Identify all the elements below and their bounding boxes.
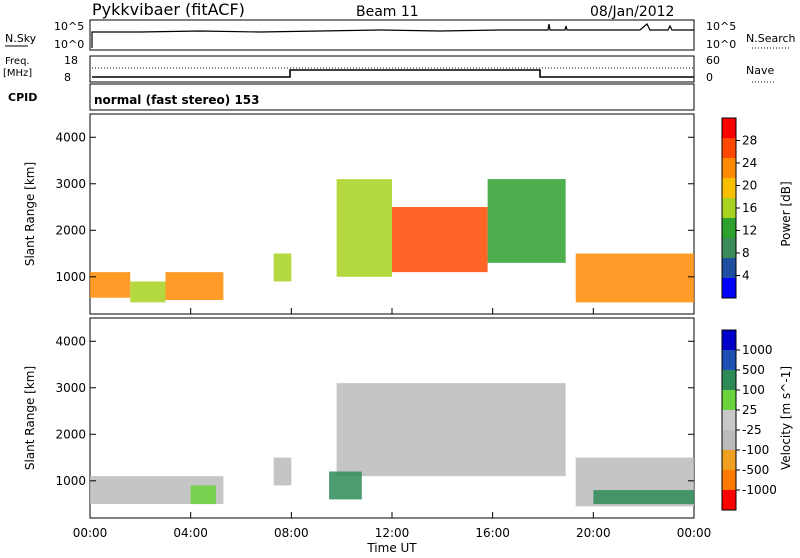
heatmap-region [593,490,694,505]
x-tick-label: 16:00 [475,526,510,540]
colorbar-swatch [722,138,736,158]
heatmap-region [130,281,166,303]
colorbar-tick-label: 25 [742,403,757,417]
nsky-panel [89,19,695,51]
colorbar-tick-label: 1000 [742,343,773,357]
nsky-trace [91,23,694,48]
velocity-heatmap [90,383,694,507]
freq-panel [89,55,695,83]
x-tick-label: 08:00 [274,526,309,540]
power-ylabel: Slant Range [km] [23,162,37,266]
freq-trace [92,69,694,78]
nave-label: Nave [746,64,774,77]
y-tick-label: 1000 [55,474,86,488]
y-tick-label: 2000 [55,223,86,237]
time-axis: 00:00 04:00 08:00 12:00 16:00 20:00 00:00 [73,308,712,540]
heatmap-region [336,179,392,277]
colorbar-swatch [722,350,736,370]
x-tick-label: 12:00 [375,526,410,540]
x-tick-label: 00:00 [73,526,108,540]
colorbar-tick-label: -1000 [742,483,777,497]
nsearch-label: N.Search [746,32,796,45]
colorbar-swatch [722,450,736,470]
y-tick-label: 1000 [55,270,86,284]
heatmap-region [575,253,694,303]
freq-tick-top: 18 [64,54,78,67]
power-heatmap [90,179,694,303]
colorbar-tick-label: 100 [742,383,765,397]
power-y-axis: 1000 2000 3000 4000 [55,130,694,284]
colorbar-swatch [722,218,736,238]
power-colorbar-label: Power [dB] [779,181,793,246]
x-tick-label: 00:00 [677,526,712,540]
colorbar-tick-label: 4 [742,269,750,283]
beam-label: Beam 11 [356,4,419,20]
velocity-colorbar: 1000 500 100 25 -25 -100 -500 -1000 [721,329,777,511]
nave-tick-top: 60 [706,54,720,67]
colorbar-tick-label: 12 [742,224,757,238]
colorbar-swatch [722,410,736,430]
cpid-panel [89,83,695,111]
heatmap-region [165,272,224,301]
heatmap-region [190,485,216,505]
colorbar-swatch [722,178,736,198]
freq-tick-bottom: 8 [64,71,71,84]
colorbar-swatch [722,390,736,410]
colorbar-swatch [722,330,736,350]
heatmap-region [273,253,292,282]
colorbar-swatch [722,118,736,138]
colorbar-swatch [722,158,736,178]
cpid-value: normal (fast stereo) 153 [94,93,260,107]
plot-title: Pykkvibaer (fitACF) [92,0,245,19]
y-tick-label: 4000 [55,130,86,144]
freq-label-1: Freq. [5,56,30,67]
heatmap-region [90,272,131,298]
colorbar-tick-label: 20 [742,179,757,193]
colorbar-swatch [722,490,736,510]
heatmap-region [336,383,566,477]
colorbar-tick-label: 8 [742,246,750,260]
colorbar-tick-label: -100 [742,443,769,457]
cpid-label: CPID [8,91,37,104]
colorbar-tick-label: -25 [742,423,762,437]
time-axis-label: Time UT [366,541,417,554]
colorbar-swatch [722,430,736,450]
colorbar-swatch [722,238,736,258]
power-colorbar: 28 24 20 16 12 8 4 [721,117,757,299]
colorbar-swatch [722,278,736,298]
colorbar-swatch [722,258,736,278]
y-tick-label: 3000 [55,177,86,191]
x-tick-label: 04:00 [173,526,208,540]
heatmap-region [329,471,362,500]
colorbar-tick-label: 24 [742,156,757,170]
colorbar-frame [721,329,737,511]
colorbar-tick-label: 28 [742,134,757,148]
nsearch-tick-bottom: 10^0 [706,38,736,51]
colorbar-tick-label: 16 [742,201,757,215]
heatmap-region [273,457,292,486]
nsearch-tick-top: 10^5 [706,20,736,33]
heatmap-region [392,207,488,273]
y-tick-label: 4000 [55,334,86,348]
velocity-colorbar-label: Velocity [m s^-1] [779,366,793,470]
nsky-label: N.Sky [5,32,37,45]
freq-label-2: [MHz] [3,68,32,79]
colorbar-tick-label: -500 [742,463,769,477]
velocity-ylabel: Slant Range [km] [23,366,37,470]
x-tick-label: 20:00 [576,526,611,540]
nave-tick-bottom: 0 [706,71,713,84]
y-tick-label: 2000 [55,427,86,441]
nsky-tick-bottom: 10^0 [54,38,84,51]
colorbar-tick-label: 500 [742,363,765,377]
colorbar-swatch [722,470,736,490]
heatmap-region [487,179,566,263]
nsky-tick-top: 10^5 [54,20,84,33]
colorbar-swatch [722,198,736,218]
velocity-y-axis: 1000 2000 3000 4000 [55,334,694,488]
date-label: 08/Jan/2012 [590,4,674,20]
y-tick-label: 3000 [55,381,86,395]
colorbar-swatch [722,370,736,390]
